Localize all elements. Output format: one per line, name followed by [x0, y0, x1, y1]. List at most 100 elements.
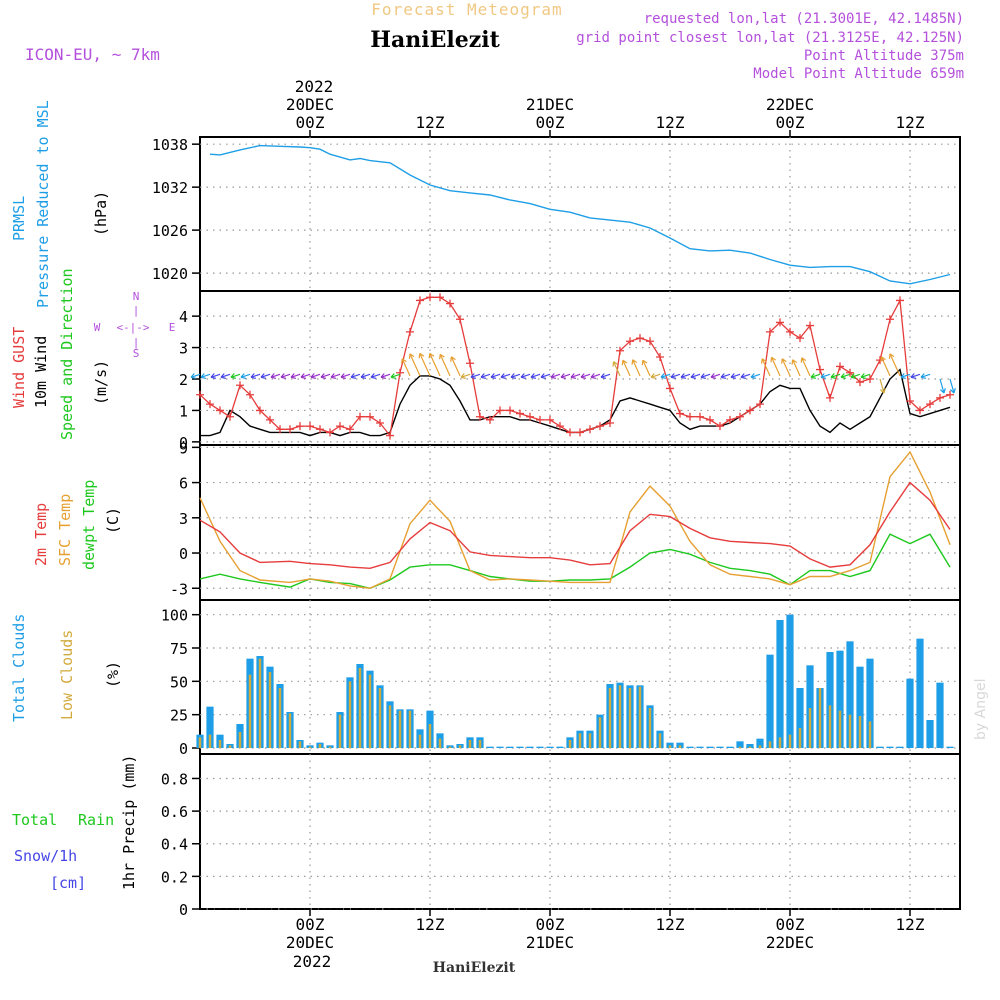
wind-direction-arrow: [550, 373, 561, 379]
low-cloud-bar: [378, 688, 382, 748]
prmsl-label: PRMSL: [10, 196, 28, 241]
low-cloud-bar: [258, 658, 262, 748]
pressure-ytick-label: 1038: [152, 136, 188, 154]
wind-direction-arrow: [290, 373, 301, 379]
temp2m-label: 2m Temp: [32, 503, 50, 566]
cloud-ytick-label: 100: [161, 607, 188, 625]
wind-ytick-label: 1: [179, 402, 188, 420]
low-cloud-bar: [358, 668, 362, 748]
top-axis-hour-label: 12Z: [416, 113, 445, 132]
wind-direction-arrow: [761, 358, 771, 377]
wind-direction-arrow: [750, 373, 761, 379]
total-cloud-bar: [756, 738, 764, 748]
wind-direction-arrow: [740, 373, 751, 379]
bottom-axis-hour-label: 00Z: [296, 915, 325, 934]
wind-direction-arrow: [570, 373, 581, 379]
gust-marker: [216, 406, 224, 415]
total-cloud-bar: [926, 720, 934, 748]
gust-marker: [696, 412, 704, 421]
total-cloud-bar: [536, 746, 544, 748]
wind-direction-arrow: [310, 373, 321, 379]
gust-marker: [266, 415, 274, 424]
low-cloud-bar: [768, 741, 772, 748]
gust-marker: [566, 428, 574, 437]
wind-ytick-label: 3: [179, 340, 188, 358]
compass-arrow: <-|->: [116, 321, 149, 334]
sfc-temp-line: [199, 450, 951, 590]
gust-marker: [396, 368, 404, 377]
snow-label: Snow/1h: [14, 847, 77, 865]
low-cloud-bar: [788, 734, 792, 748]
bottom-axis-date-label: 20DEC: [286, 933, 334, 952]
gust-marker: [376, 419, 384, 427]
wind-direction-arrow: [600, 373, 611, 379]
gust-marker: [486, 415, 494, 424]
wind-direction-arrow: [439, 353, 451, 377]
gust-marker: [776, 318, 784, 327]
wind-direction-arrow: [949, 378, 956, 394]
precip-ytick-label: 0.4: [161, 836, 188, 854]
wind-direction-arrow: [490, 373, 501, 379]
gust-marker: [856, 378, 864, 387]
total-cloud-label: Total Clouds: [10, 614, 28, 722]
gust-marker: [746, 406, 754, 415]
gust-marker: [716, 422, 724, 431]
temp-labels: 2m Temp SFC Temp dewpt Temp (C): [32, 480, 122, 570]
wind-ytick-label: 4: [179, 308, 188, 326]
wind-direction-arrow: [510, 373, 521, 379]
low-cloud-bar: [398, 710, 402, 748]
gust-marker: [786, 327, 794, 336]
wind-direction-arrow: [641, 359, 651, 377]
gust-marker: [236, 381, 244, 390]
total-cloud-bar: [826, 652, 834, 748]
pressure-ytick-label: 1020: [152, 265, 188, 283]
wind-direction-arrow: [520, 373, 531, 379]
wind-direction-arrow: [408, 353, 421, 377]
wind-direction-arrow: [390, 373, 401, 379]
wind-direction-arrow: [700, 373, 711, 379]
low-cloud-bar: [798, 728, 802, 748]
total-cloud-bar: [746, 744, 754, 748]
wind-ytick-label: 0: [179, 434, 188, 452]
gust-marker: [516, 409, 524, 418]
gust-marker: [866, 375, 874, 383]
low-cloud-bar: [438, 738, 442, 748]
total-cloud-bar: [326, 745, 334, 748]
compass-s: S: [133, 347, 140, 360]
gust-marker: [646, 337, 654, 346]
total-cloud-bar: [836, 650, 844, 748]
wind-direction-arrow: [670, 373, 681, 379]
total-cloud-bar: [306, 745, 314, 748]
cloud-ytick-label: 75: [170, 640, 188, 658]
bottom-axis-hour-label: 00Z: [776, 915, 805, 934]
wind-direction-arrow: [830, 373, 841, 379]
wind-direction-arrow: [810, 373, 821, 379]
low-cloud-bar: [658, 733, 662, 748]
gust-marker: [446, 299, 454, 308]
wind-direction-arrow: [720, 373, 731, 379]
total-cloud-bar: [786, 614, 794, 748]
pressure-unit: (hPa): [92, 191, 110, 236]
low-cloud-bar: [678, 745, 682, 748]
gust-marker: [886, 315, 894, 324]
gust-marker: [526, 412, 534, 421]
total-cloud-bar: [796, 688, 804, 748]
precip-ytick-label: 0: [179, 901, 188, 919]
total-cloud-bar: [736, 741, 744, 748]
wind-direction-arrow: [380, 373, 391, 379]
gust-marker: [736, 412, 744, 421]
gust-marker: [626, 337, 634, 346]
wind-direction-arrow: [800, 357, 811, 377]
wind-direction-arrow: [320, 373, 331, 379]
total-cloud-bar: [706, 746, 714, 748]
gust-marker: [556, 422, 564, 431]
wind-direction-arrow: [500, 373, 511, 379]
wind-labels: Wind GUST 10m Wind Speed and Direction (…: [10, 268, 175, 440]
precip-panel-frame: [199, 753, 961, 910]
wind-direction-arrow: [650, 373, 661, 379]
low-cloud-bar: [468, 740, 472, 748]
prmsl-line: [209, 144, 951, 285]
gust-marker: [286, 425, 294, 434]
gust-marker: [586, 425, 594, 434]
low-cloud-bar: [818, 688, 822, 748]
